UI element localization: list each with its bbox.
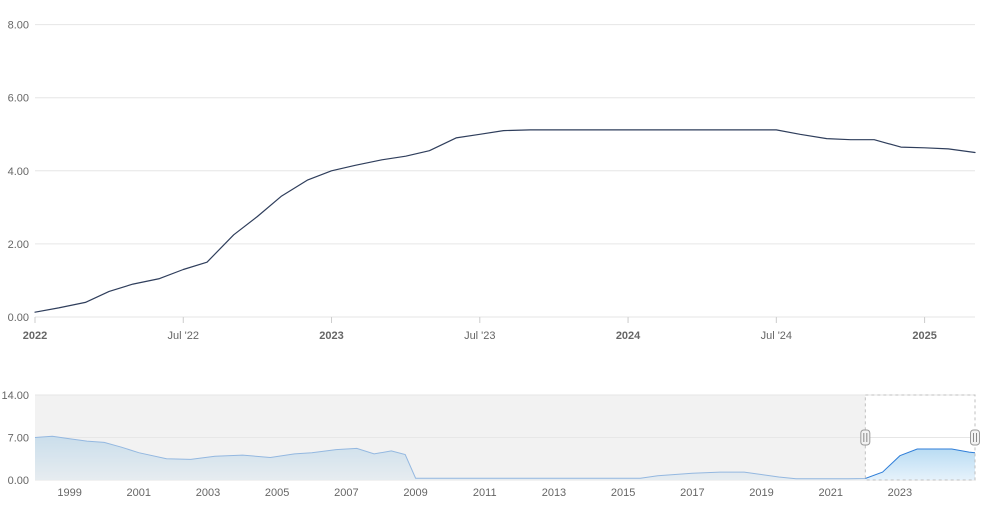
nav-handle-right[interactable] [971,430,980,445]
nav-y-label: 0.00 [8,475,29,487]
nav-x-label: 2011 [473,487,497,499]
nav-y-label: 14.00 [1,390,29,402]
x-axis-label: 2024 [616,330,641,342]
x-axis-label: 2023 [319,330,343,342]
nav-x-label: 2005 [265,487,289,499]
nav-handle-left[interactable] [861,430,870,445]
chart-svg: 0.00 2.00 4.00 6.00 8.00 2022 Jul '22 2023 Jul '… [0,0,989,514]
nav-x-label: 2009 [403,487,427,499]
y-axis-label: 8.00 [8,20,29,32]
nav-x-label: 2019 [749,487,773,499]
x-axis-label: Jul '22 [168,330,199,342]
chart-container: 0.00 2.00 4.00 6.00 8.00 2022 Jul '22 2023 Jul '… [0,0,989,514]
nav-x-label: 2015 [611,487,635,499]
y-axis-label: 6.00 [8,93,29,105]
main-chart: 0.00 2.00 4.00 6.00 8.00 2022 Jul '22 2023 Jul '… [8,20,975,342]
nav-x-label: 2023 [888,487,912,499]
nav-x-label: 2021 [818,487,842,499]
x-axis-label: Jul '24 [761,330,792,342]
nav-x-label: 2017 [680,487,704,499]
nav-x-label: 1999 [57,487,81,499]
x-axis-label: Jul '23 [464,330,495,342]
navigator[interactable]: 0.00 7.00 14.00 1999 2001 2003 2005 2007 2009 201… [1,390,979,499]
main-series-line [35,130,975,312]
y-axis-label: 2.00 [8,239,29,251]
nav-x-label: 2007 [334,487,358,499]
y-axis-label: 4.00 [8,166,29,178]
nav-x-label: 2013 [542,487,566,499]
y-axis-label: 0.00 [8,312,29,324]
nav-x-label: 2001 [127,487,151,499]
x-axis-label: 2022 [23,330,47,342]
nav-mask-left [35,395,865,480]
nav-x-label: 2003 [196,487,220,499]
x-axis-label: 2025 [912,330,936,342]
nav-y-label: 7.00 [8,433,29,445]
